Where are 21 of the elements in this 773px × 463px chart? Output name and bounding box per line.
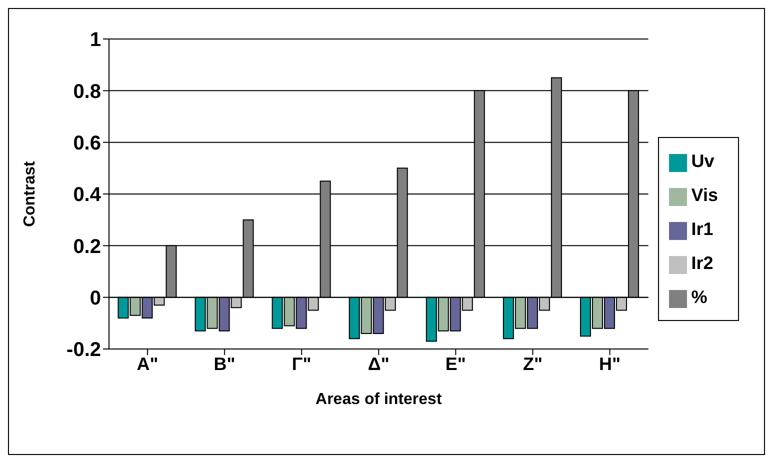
legend-label: Ir2 — [691, 253, 714, 273]
x-tick-label: H" — [599, 354, 621, 374]
legend-label: % — [691, 287, 708, 307]
x-tick-label: Γ" — [292, 354, 312, 374]
x-tick-label: A" — [136, 354, 158, 374]
legend-label: Ir1 — [691, 219, 714, 239]
y-tick-label: 0 — [90, 287, 101, 310]
y-tick-label: 0.4 — [73, 184, 102, 206]
x-tick-label: E" — [445, 354, 466, 374]
y-tick-label: 0.8 — [73, 80, 101, 103]
x-tick-label: Z" — [522, 354, 542, 374]
legend-label: Uv — [691, 151, 714, 171]
x-axis-title: Areas of interest — [316, 391, 442, 408]
legend-label: Vis — [691, 185, 718, 205]
y-tick-label: 0.2 — [73, 236, 101, 258]
y-axis-title: Contrast — [22, 160, 39, 227]
y-tick-label: 0.6 — [73, 132, 101, 154]
x-tick-label: Δ" — [368, 354, 390, 374]
y-tick-label: -0.2 — [66, 339, 101, 362]
y-tick-label: 1 — [90, 29, 101, 52]
x-tick-label: B" — [214, 354, 236, 374]
